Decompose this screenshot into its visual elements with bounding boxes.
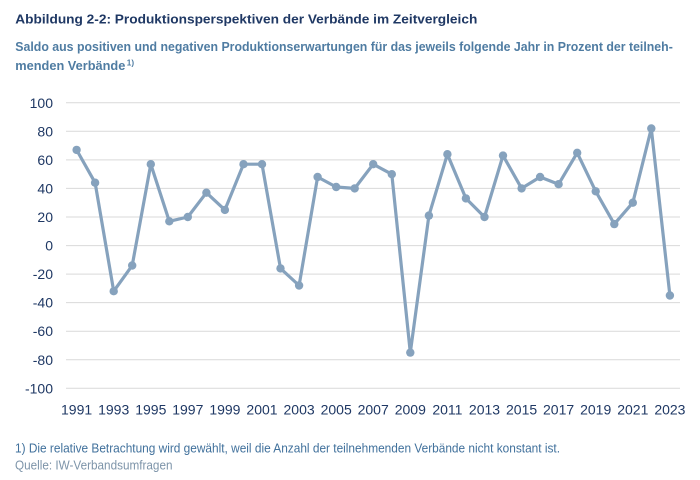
svg-text:2001: 2001 [246, 402, 277, 418]
svg-text:1991: 1991 [61, 402, 92, 418]
svg-text:0: 0 [45, 238, 53, 254]
svg-text:20: 20 [37, 209, 53, 225]
svg-text:1999: 1999 [209, 402, 240, 418]
svg-text:1): 1) [127, 59, 135, 68]
svg-text:2023: 2023 [654, 402, 685, 418]
svg-text:Saldo aus positiven und negati: Saldo aus positiven und negativen Produk… [15, 39, 673, 54]
svg-text:-20: -20 [33, 266, 53, 282]
svg-text:Quelle: IW-Verbandsumfragen: Quelle: IW-Verbandsumfragen [15, 457, 173, 472]
svg-text:1997: 1997 [172, 402, 203, 418]
svg-text:2011: 2011 [432, 402, 462, 418]
svg-text:2009: 2009 [395, 402, 426, 418]
svg-text:40: 40 [37, 180, 53, 196]
svg-text:-80: -80 [33, 352, 53, 368]
svg-text:Abbildung 2-2: Produktionspers: Abbildung 2-2: Produktionsperspektiven d… [15, 11, 477, 26]
svg-text:2005: 2005 [321, 402, 352, 418]
svg-text:1993: 1993 [98, 402, 129, 418]
svg-text:-100: -100 [25, 380, 53, 396]
svg-text:1995: 1995 [135, 402, 166, 418]
svg-text:2003: 2003 [284, 402, 315, 418]
svg-text:2021: 2021 [617, 402, 648, 418]
svg-text:100: 100 [30, 95, 54, 111]
svg-text:-40: -40 [33, 295, 53, 311]
svg-text:2015: 2015 [506, 402, 537, 418]
svg-text:-60: -60 [33, 323, 53, 339]
svg-text:80: 80 [37, 123, 53, 139]
svg-text:2007: 2007 [358, 402, 389, 418]
svg-text:1) Die relative Betrachtung wi: 1) Die relative Betrachtung wird gewählt… [15, 442, 560, 456]
svg-text:2019: 2019 [580, 402, 611, 418]
svg-text:60: 60 [37, 152, 53, 168]
svg-text:2017: 2017 [543, 402, 574, 418]
svg-text:menden Verbände: menden Verbände [15, 58, 125, 73]
svg-text:2013: 2013 [469, 402, 500, 418]
